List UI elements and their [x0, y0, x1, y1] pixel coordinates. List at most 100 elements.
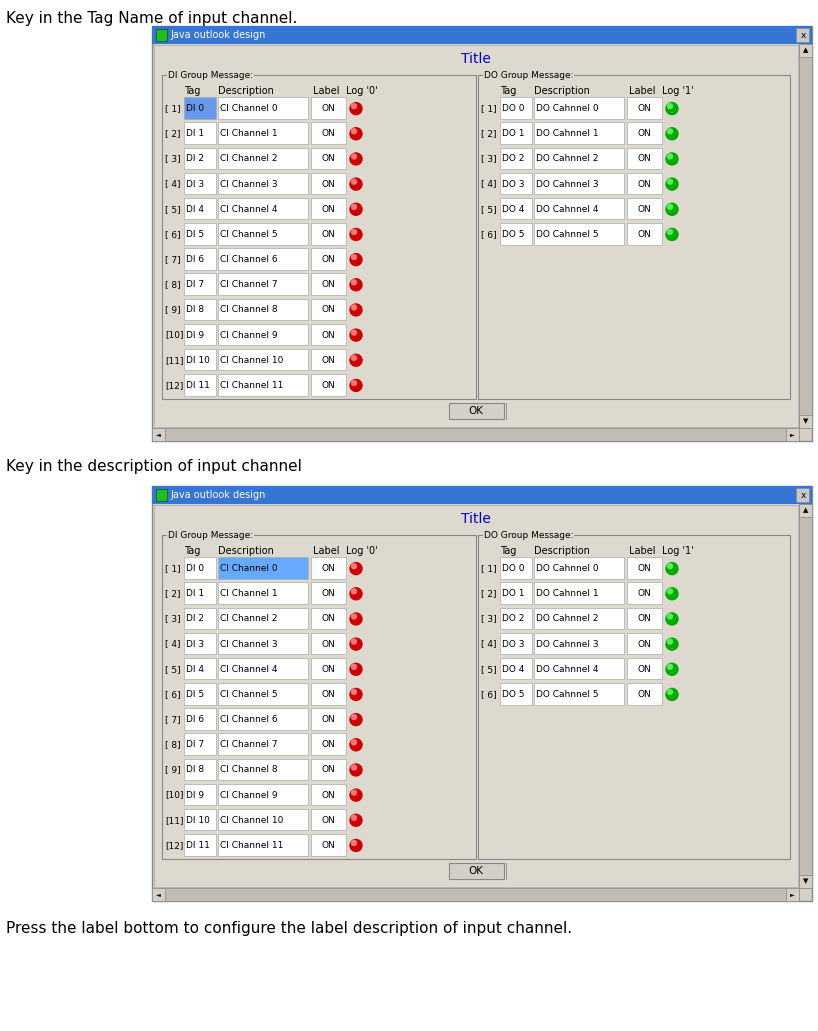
- Text: DO 3: DO 3: [502, 639, 524, 648]
- Bar: [152, 888, 799, 901]
- Bar: [534, 684, 624, 704]
- Circle shape: [667, 664, 672, 669]
- Text: DO Cahnnel 2: DO Cahnnel 2: [536, 614, 599, 624]
- Bar: [311, 708, 346, 730]
- Bar: [627, 633, 662, 655]
- Text: ON: ON: [637, 665, 651, 674]
- Text: [ 4]: [ 4]: [481, 639, 497, 648]
- Bar: [500, 147, 532, 169]
- Bar: [478, 535, 790, 859]
- Circle shape: [352, 179, 357, 185]
- Circle shape: [350, 254, 362, 266]
- Circle shape: [350, 379, 362, 392]
- Text: [ 4]: [ 4]: [165, 639, 181, 648]
- Text: CI Channel 0: CI Channel 0: [220, 104, 277, 113]
- Text: Description: Description: [534, 86, 590, 96]
- Bar: [627, 223, 662, 244]
- Circle shape: [352, 790, 357, 795]
- Bar: [311, 558, 346, 578]
- Text: DI 6: DI 6: [186, 716, 204, 724]
- Bar: [311, 684, 346, 704]
- Text: CI Channel 6: CI Channel 6: [220, 255, 277, 264]
- Circle shape: [352, 816, 357, 821]
- Bar: [799, 44, 812, 57]
- Text: DO 2: DO 2: [502, 155, 524, 164]
- Text: [10]: [10]: [165, 791, 183, 800]
- Text: Press the label bottom to configure the label description of input channel.: Press the label bottom to configure the …: [6, 921, 572, 936]
- Bar: [218, 198, 308, 220]
- Text: ON: ON: [321, 665, 335, 674]
- Circle shape: [352, 589, 357, 594]
- Circle shape: [352, 204, 357, 209]
- Bar: [184, 374, 216, 396]
- Text: [ 1]: [ 1]: [165, 104, 181, 113]
- Text: [ 3]: [ 3]: [165, 614, 181, 624]
- Bar: [184, 198, 216, 220]
- Text: [ 1]: [ 1]: [165, 564, 181, 573]
- Text: CI Channel 4: CI Channel 4: [220, 665, 277, 674]
- Text: DI 4: DI 4: [186, 665, 204, 674]
- Text: DO Cahnnel 3: DO Cahnnel 3: [536, 639, 599, 648]
- Circle shape: [352, 613, 357, 619]
- Bar: [184, 273, 216, 295]
- Text: Java outlook design: Java outlook design: [170, 30, 265, 40]
- Text: [ 6]: [ 6]: [481, 690, 497, 699]
- Text: [ 6]: [ 6]: [165, 690, 181, 699]
- Text: DI 1: DI 1: [186, 590, 204, 598]
- Text: DO 5: DO 5: [502, 690, 524, 699]
- Text: Description: Description: [218, 86, 274, 96]
- Text: ON: ON: [637, 155, 651, 164]
- Text: ON: ON: [321, 614, 335, 624]
- Text: CI Channel 9: CI Channel 9: [220, 331, 277, 339]
- Text: CI Channel 1: CI Channel 1: [220, 590, 277, 598]
- Text: DO Cahnnel 3: DO Cahnnel 3: [536, 179, 599, 189]
- Bar: [534, 97, 624, 119]
- Bar: [184, 348, 216, 370]
- Text: ▼: ▼: [802, 419, 808, 425]
- Text: DI 9: DI 9: [186, 331, 204, 339]
- Bar: [311, 299, 346, 320]
- Bar: [218, 633, 308, 655]
- Text: CI Channel 8: CI Channel 8: [220, 765, 277, 774]
- Text: [ 2]: [ 2]: [165, 129, 181, 138]
- Bar: [218, 123, 308, 144]
- Circle shape: [352, 639, 357, 644]
- Text: DI 5: DI 5: [186, 230, 204, 239]
- Bar: [627, 123, 662, 144]
- Circle shape: [352, 740, 357, 744]
- Text: ►: ►: [790, 892, 795, 897]
- Bar: [627, 684, 662, 704]
- Circle shape: [667, 564, 672, 569]
- Text: Title: Title: [461, 512, 491, 526]
- Bar: [311, 223, 346, 244]
- Bar: [627, 558, 662, 578]
- Text: DI Group Message:: DI Group Message:: [168, 531, 253, 539]
- Bar: [311, 809, 346, 830]
- Text: DI 8: DI 8: [186, 765, 204, 774]
- Text: [ 3]: [ 3]: [481, 614, 497, 624]
- Text: ON: ON: [321, 716, 335, 724]
- Circle shape: [666, 103, 678, 114]
- Bar: [786, 428, 799, 441]
- Text: Log '1': Log '1': [662, 86, 694, 96]
- Text: [ 5]: [ 5]: [165, 665, 181, 674]
- Text: ▲: ▲: [802, 47, 808, 54]
- Circle shape: [667, 129, 672, 134]
- Text: Log '0': Log '0': [346, 86, 378, 96]
- Text: [11]: [11]: [165, 356, 183, 365]
- Circle shape: [350, 713, 362, 726]
- Bar: [311, 348, 346, 370]
- Text: ON: ON: [321, 740, 335, 750]
- Text: Tag: Tag: [184, 546, 200, 556]
- Bar: [311, 759, 346, 780]
- Text: CI Channel 1: CI Channel 1: [220, 129, 277, 138]
- Circle shape: [666, 229, 678, 240]
- Bar: [534, 583, 624, 604]
- Text: [ 7]: [ 7]: [165, 716, 181, 724]
- Text: ON: ON: [321, 230, 335, 239]
- Text: CI Channel 11: CI Channel 11: [220, 380, 283, 390]
- Circle shape: [667, 104, 672, 108]
- Text: ON: ON: [637, 590, 651, 598]
- Text: DI 10: DI 10: [186, 816, 210, 825]
- Bar: [218, 299, 308, 320]
